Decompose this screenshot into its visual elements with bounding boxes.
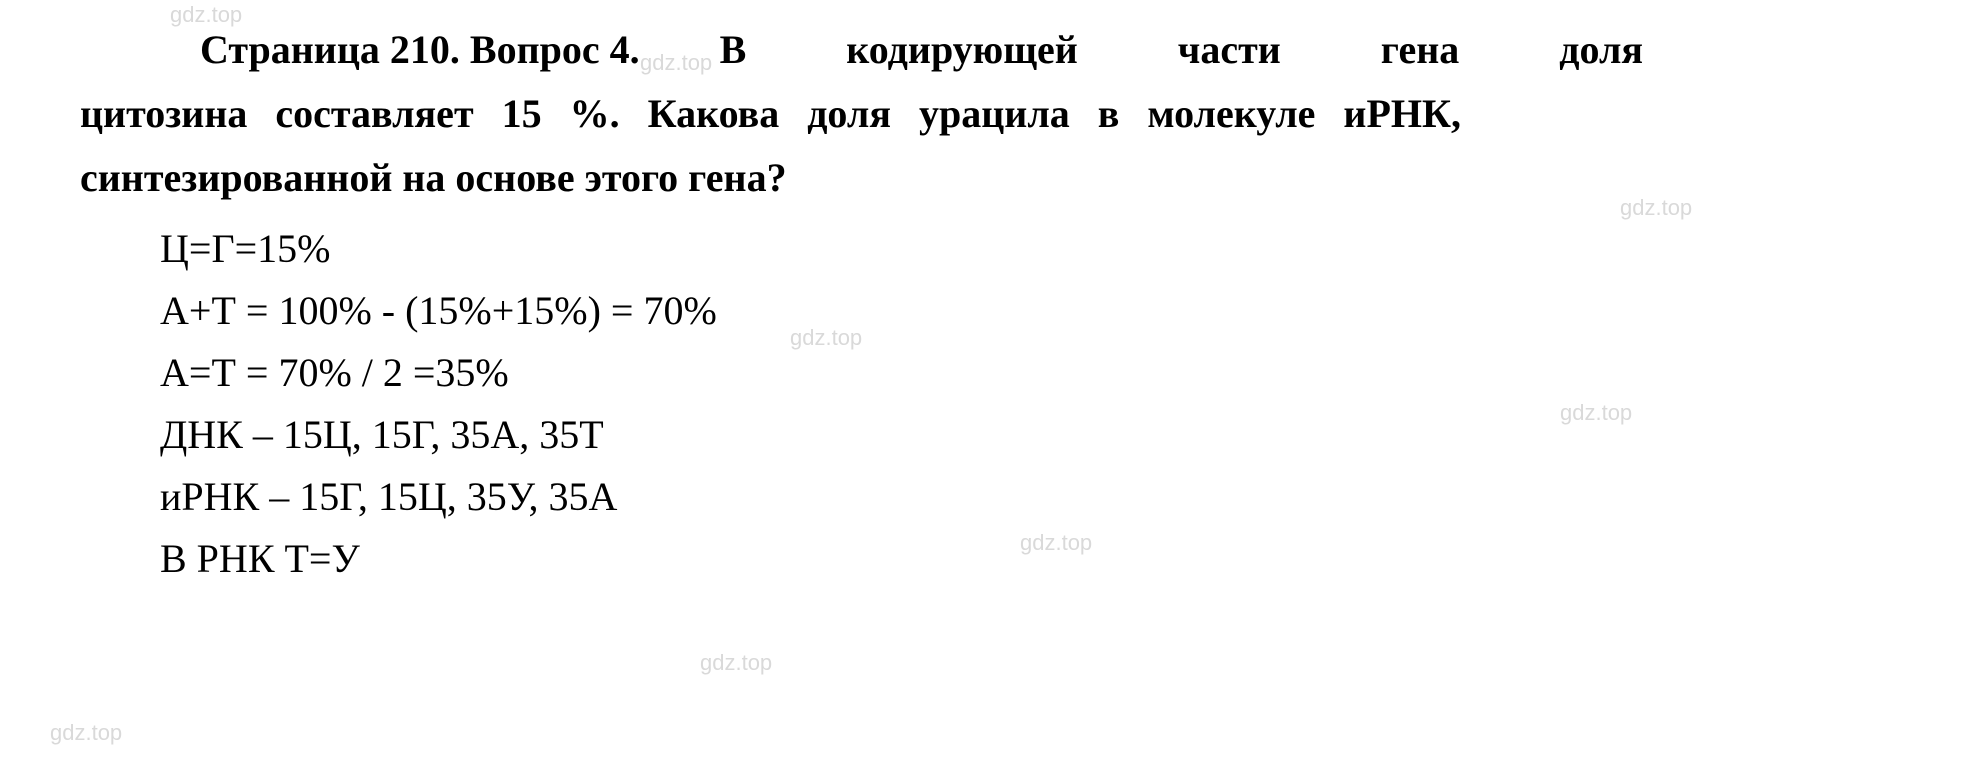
watermark-text: gdz.top bbox=[700, 650, 772, 676]
question-text-part1: В кодирующей части гена доля bbox=[720, 27, 1643, 72]
document-page: gdz.top gdz.top gdz.top gdz.top gdz.top … bbox=[0, 0, 1976, 763]
question-text-line2: цитозина составляет 15 %. Какова доля ур… bbox=[80, 91, 1461, 136]
answer-line-2: А+Т = 100% - (15%+15%) = 70% bbox=[160, 280, 1936, 342]
question-line-1: Страница 210. Вопрос 4. В кодирующей час… bbox=[80, 20, 1936, 80]
answer-block: Ц=Г=15% А+Т = 100% - (15%+15%) = 70% А=Т… bbox=[160, 218, 1936, 590]
answer-line-3: А=Т = 70% / 2 =35% bbox=[160, 342, 1936, 404]
answer-line-1: Ц=Г=15% bbox=[160, 218, 1936, 280]
question-text-line3: синтезированной на основе этого гена? bbox=[80, 155, 787, 200]
answer-line-5: иРНК – 15Г, 15Ц, 35У, 35А bbox=[160, 466, 1936, 528]
question-block: Страница 210. Вопрос 4. В кодирующей час… bbox=[80, 20, 1936, 208]
question-line-3: синтезированной на основе этого гена? bbox=[80, 148, 1936, 208]
answer-line-4: ДНК – 15Ц, 15Г, 35А, 35Т bbox=[160, 404, 1936, 466]
watermark-text: gdz.top bbox=[50, 720, 122, 746]
answer-line-6: В РНК Т=У bbox=[160, 528, 1936, 590]
question-line-2: цитозина составляет 15 %. Какова доля ур… bbox=[80, 84, 1936, 144]
page-label: Страница 210. Вопрос 4. bbox=[200, 27, 640, 72]
